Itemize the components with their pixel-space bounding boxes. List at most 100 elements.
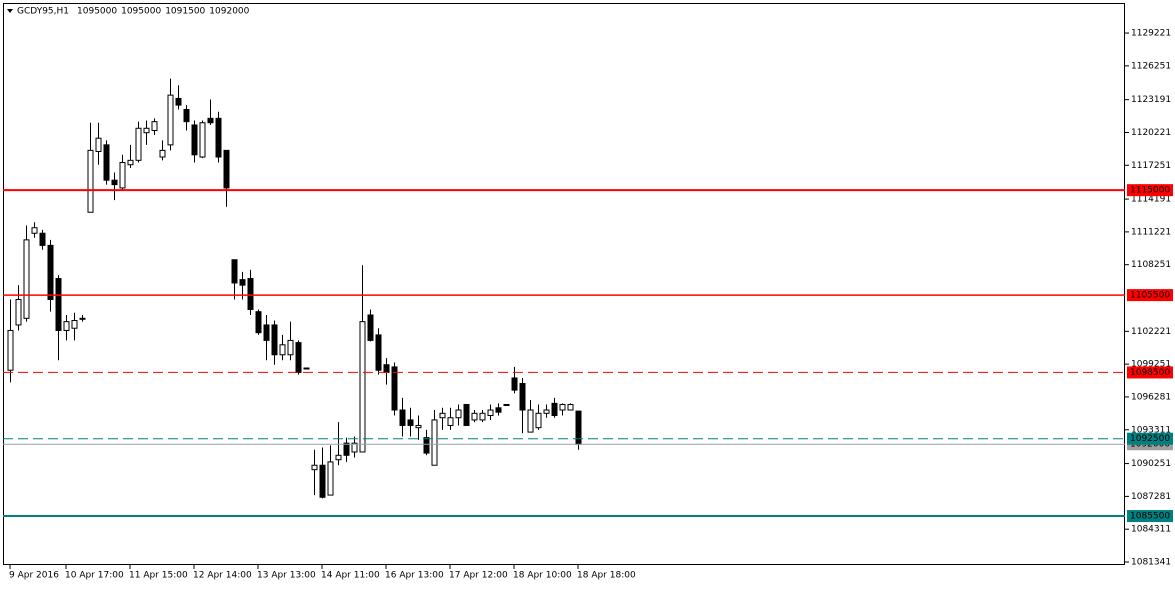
candle-body: [255, 311, 262, 334]
y-tick-label: 1123191: [1131, 95, 1171, 105]
y-tick-label: 1093311: [1131, 425, 1171, 435]
symbol: GCDY95,H1: [17, 7, 69, 17]
candle-body: [447, 417, 454, 426]
candle-body: [511, 377, 518, 391]
level-label: 1105500: [1130, 291, 1170, 301]
x-tick-label: 18 Apr 18:00: [577, 571, 636, 581]
candle-body: [23, 239, 30, 319]
candle-body: [199, 122, 206, 158]
candle-body: [271, 324, 278, 356]
y-tick-label: 1120221: [1131, 128, 1171, 138]
y-tick-label: 1099251: [1131, 360, 1171, 370]
y-tick-label: 1090251: [1131, 459, 1171, 469]
symbol-menu-icon[interactable]: [7, 9, 13, 13]
candle-body: [327, 461, 334, 496]
y-tick-label: 1102221: [1131, 327, 1171, 337]
candle-body: [223, 149, 230, 189]
candle-body: [471, 412, 478, 421]
candle-body: [463, 403, 470, 426]
candle-body: [543, 409, 550, 414]
candle-body: [575, 410, 582, 445]
candle-body: [535, 412, 542, 429]
candle-body: [167, 94, 174, 146]
candle-body: [231, 259, 238, 284]
candle-body: [311, 464, 318, 471]
candle-body: [479, 412, 486, 421]
candle-body: [127, 159, 134, 166]
y-tick-label: 1084311: [1131, 525, 1171, 535]
header-price: 1091500: [165, 7, 205, 17]
candle-body: [495, 407, 502, 413]
candle-body: [359, 321, 366, 453]
candle-body: [239, 279, 246, 286]
candle-body: [263, 324, 270, 341]
x-tick-label: 12 Apr 14:00: [193, 571, 252, 581]
level-label: 1085500: [1130, 512, 1170, 522]
candle-body: [39, 232, 46, 246]
x-tick-label: 18 Apr 10:00: [513, 571, 572, 581]
candle-body: [367, 314, 374, 341]
x-tick-label: 13 Apr 13:00: [257, 571, 316, 581]
candle-body: [383, 364, 390, 373]
candle-body: [375, 334, 382, 371]
candle-body: [415, 424, 422, 429]
candle-body: [343, 442, 350, 456]
candle-body: [503, 403, 510, 406]
level-label-box: [1127, 289, 1173, 302]
candle-body: [527, 409, 534, 433]
candle-body: [207, 117, 214, 124]
level-label: 1098500: [1130, 368, 1170, 378]
candle-body: [191, 124, 198, 156]
candle-body: [31, 227, 38, 234]
candle-body: [423, 437, 430, 454]
candle-body: [183, 109, 190, 123]
header-prices: 1095000 1095000 1091500 1092000: [77, 7, 250, 17]
candle-body: [431, 419, 438, 466]
candle-body: [519, 382, 526, 411]
candle-body: [407, 419, 414, 426]
candle-body: [15, 299, 22, 326]
level-label-box: [1127, 366, 1173, 379]
level-label: 1115000: [1130, 186, 1170, 196]
y-tick-label: 1114191: [1131, 195, 1171, 205]
y-tick-label: 1087281: [1131, 492, 1171, 502]
candle-body: [103, 144, 110, 181]
candle-body: [95, 137, 102, 152]
candle-body: [287, 339, 294, 356]
header-price: 1095000: [121, 7, 161, 17]
y-tick-label: 1081341: [1131, 558, 1171, 568]
x-tick-label: 16 Apr 13:00: [385, 571, 444, 581]
x-tick-label: 11 Apr 15:00: [129, 571, 188, 581]
x-tick-label: 9 Apr 2016: [9, 571, 59, 581]
candle-body: [247, 278, 254, 310]
candle-body: [303, 367, 310, 370]
candle-body: [455, 409, 462, 419]
candle-body: [295, 342, 302, 373]
candle-body: [159, 149, 166, 158]
header-price: 1092000: [209, 7, 249, 17]
x-tick-label: 17 Apr 12:00: [449, 571, 508, 581]
y-tick-label: 1129221: [1131, 29, 1171, 39]
candle-body: [79, 317, 86, 320]
level-label-box: [1127, 184, 1173, 197]
level-label: 1092500: [1130, 434, 1170, 444]
y-tick-label: 1126251: [1131, 61, 1171, 71]
x-tick-label: 10 Apr 17:00: [65, 571, 124, 581]
candle-body: [399, 409, 406, 426]
candle-body: [119, 162, 126, 189]
candle-body: [111, 179, 118, 186]
candle-body: [391, 366, 398, 411]
candle-body: [47, 244, 54, 301]
candle-body: [319, 464, 326, 498]
candle-body: [351, 442, 358, 453]
candle-body: [71, 320, 78, 329]
x-tick-label: 14 Apr 11:00: [321, 571, 380, 581]
header-price: 1095000: [77, 7, 117, 17]
candle-body: [279, 344, 286, 356]
candle-body: [7, 329, 14, 371]
y-tick-label: 1096281: [1131, 392, 1171, 402]
candle-body: [559, 403, 566, 411]
y-tick-label: 1111221: [1131, 227, 1171, 237]
